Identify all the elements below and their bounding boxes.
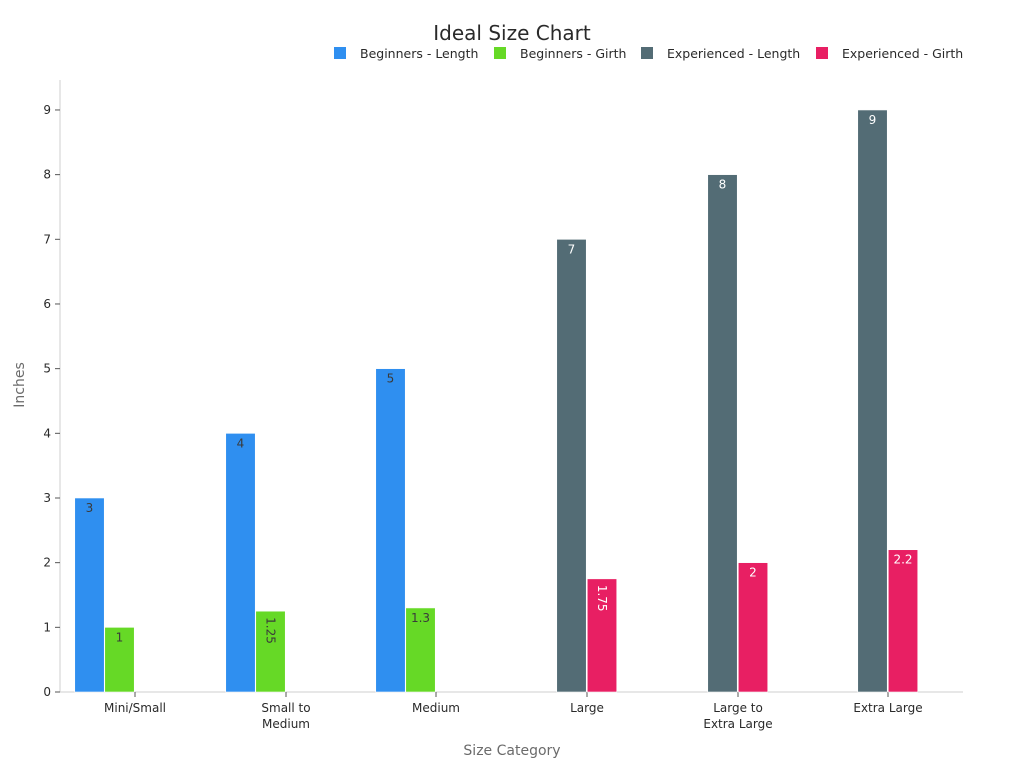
x-tick-label: Extra Large xyxy=(853,701,922,715)
bars: 3 4 5 1 1.25 1.3 7 8 9 1.75 2 2.2 xyxy=(74,109,919,693)
bar-experienced-length-4 xyxy=(707,174,738,693)
axes: 0 1 2 3 4 5 6 7 8 9 Mini/Small Small to Medium Medium… xyxy=(43,80,963,731)
bar-experienced-girth-5 xyxy=(887,549,919,693)
legend-swatch xyxy=(816,47,828,59)
y-tick-label: 8 xyxy=(43,168,51,182)
x-tick-label: Mini/Small xyxy=(104,701,166,715)
y-tick-label: 4 xyxy=(43,426,51,440)
x-tick-label: Small to Medium xyxy=(261,701,310,731)
bar-experienced-length-3 xyxy=(556,239,587,693)
y-tick-label: 6 xyxy=(43,297,51,311)
data-label: 2 xyxy=(749,566,757,580)
legend: Beginners - Length Beginners - Girth Exper… xyxy=(334,46,963,61)
bar-beginners-girth-2 xyxy=(405,607,436,693)
bar-beginners-length-1 xyxy=(225,433,256,693)
y-tick-label: 2 xyxy=(43,556,51,570)
bar-beginners-girth-0 xyxy=(104,627,135,693)
data-label: 9 xyxy=(869,113,877,127)
data-label: 4 xyxy=(237,436,245,450)
y-tick-label: 1 xyxy=(43,620,51,634)
x-tick-label: Large to Extra Large xyxy=(703,701,772,731)
legend-swatch xyxy=(641,47,653,59)
chart-title: Ideal Size Chart xyxy=(433,21,591,45)
x-tick-label: Medium xyxy=(412,701,460,715)
data-label: 1 xyxy=(116,630,124,644)
legend-label: Beginners - Length xyxy=(360,46,478,61)
bar-experienced-girth-3 xyxy=(586,578,618,693)
legend-swatch xyxy=(334,47,346,59)
legend-swatch xyxy=(494,47,506,59)
data-label: 3 xyxy=(86,501,94,515)
y-tick-label: 0 xyxy=(43,685,51,699)
legend-label: Experienced - Girth xyxy=(842,46,963,61)
data-label: 5 xyxy=(387,372,395,386)
bar-experienced-girth-4 xyxy=(737,562,769,693)
bar-beginners-length-2 xyxy=(375,368,406,693)
x-tick-label: Large xyxy=(570,701,604,715)
bar-experienced-length-5 xyxy=(857,109,888,693)
data-label: 2.2 xyxy=(893,553,912,567)
data-label: 1.3 xyxy=(411,611,430,625)
data-label: 8 xyxy=(719,178,727,192)
bar-beginners-girth-1 xyxy=(255,610,286,693)
y-tick-label: 5 xyxy=(43,362,51,376)
y-tick-label: 7 xyxy=(43,232,51,246)
x-axis-title: Size Category xyxy=(463,743,560,759)
bar-beginners-length-0 xyxy=(74,497,105,693)
legend-label: Beginners - Girth xyxy=(520,46,626,61)
data-label: 1.75 xyxy=(595,585,609,612)
legend-label: Experienced - Length xyxy=(667,46,800,61)
y-tick-label: 3 xyxy=(43,491,51,505)
y-axis-title: Inches xyxy=(12,362,28,407)
y-tick-label: 9 xyxy=(43,103,51,117)
data-label: 1.25 xyxy=(264,617,278,644)
data-label: 7 xyxy=(568,242,576,256)
